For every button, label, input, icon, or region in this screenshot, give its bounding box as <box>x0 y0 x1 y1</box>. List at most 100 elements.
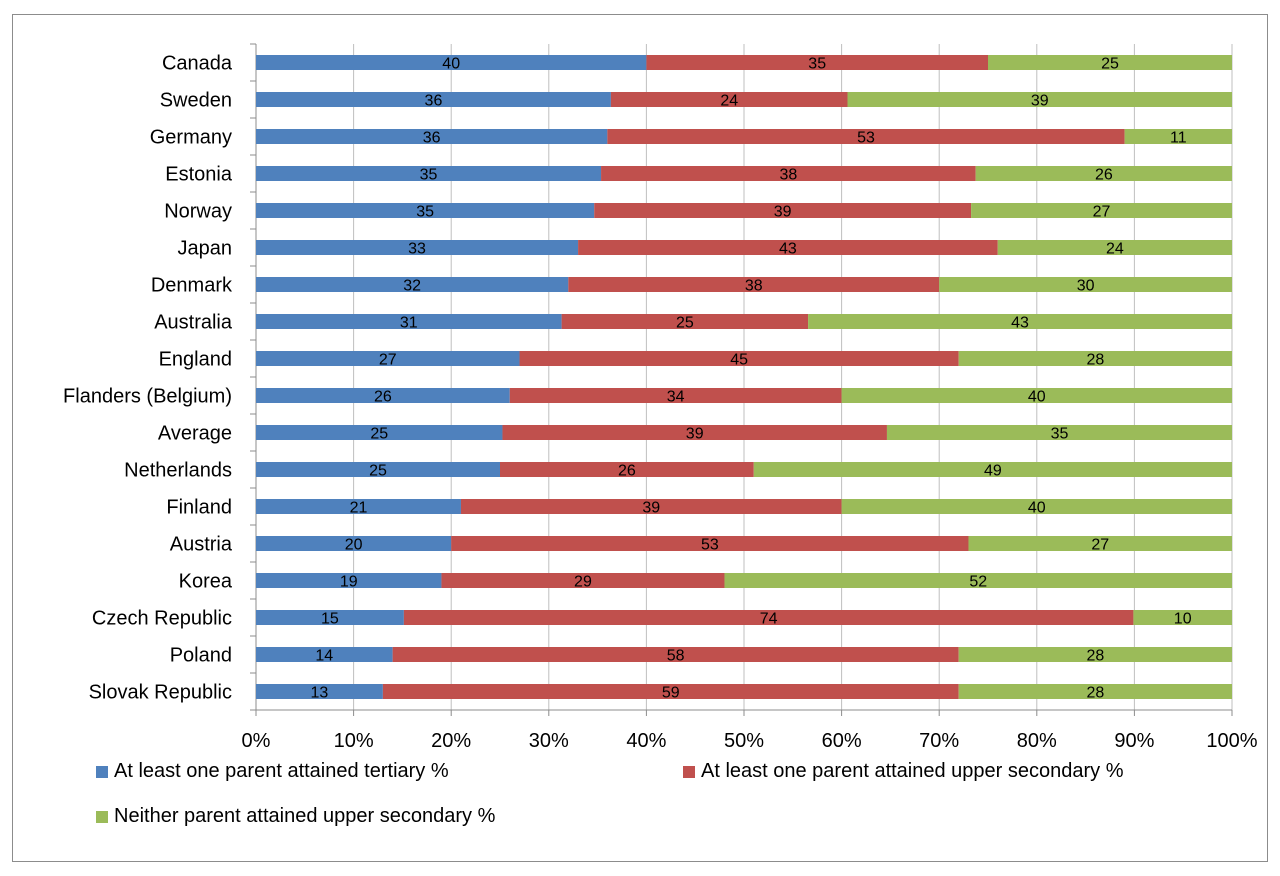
data-label: 43 <box>1011 315 1029 332</box>
bar-segment <box>256 203 595 218</box>
data-label: 36 <box>423 130 441 147</box>
data-label: 13 <box>311 685 329 702</box>
data-label: 25 <box>676 315 694 332</box>
category-label: Czech Republic <box>92 608 232 630</box>
bar-segment <box>460 499 842 514</box>
bar-segment <box>601 166 976 181</box>
data-label: 25 <box>370 426 388 443</box>
category-label: England <box>159 349 232 371</box>
bar-segment <box>847 92 1232 107</box>
data-label: 38 <box>779 167 797 184</box>
x-tick-label: 80% <box>1017 730 1057 752</box>
data-label: 14 <box>315 648 333 665</box>
x-tick-label: 100% <box>1206 730 1257 752</box>
legend-item-upper-secondary: At least one parent attained upper secon… <box>683 760 1124 783</box>
legend-item-tertiary: At least one parent attained tertiary % <box>96 760 449 783</box>
bar-segment <box>403 610 1134 625</box>
bar-segment <box>578 240 998 255</box>
legend-label-neither: Neither parent attained upper secondary … <box>114 805 496 827</box>
data-label: 26 <box>1095 167 1113 184</box>
legend-label-upper-secondary: At least one parent attained upper secon… <box>701 760 1124 782</box>
bar-segment <box>256 92 611 107</box>
bar-segment <box>958 684 1232 699</box>
x-tick-label: 70% <box>919 730 959 752</box>
category-label: Japan <box>178 238 233 260</box>
category-label: Average <box>158 423 232 445</box>
data-label: 39 <box>686 426 704 443</box>
data-label: 20 <box>345 537 363 554</box>
bar-segment <box>519 351 959 366</box>
category-label: Denmark <box>151 275 233 297</box>
bar-segment <box>256 166 602 181</box>
data-label: 10 <box>1174 611 1192 628</box>
data-label: 24 <box>720 93 738 110</box>
bar-segment <box>500 462 754 477</box>
bar-segment <box>382 684 959 699</box>
data-label: 39 <box>1031 93 1049 110</box>
data-label: 35 <box>1051 426 1069 443</box>
bar-segment <box>256 129 608 144</box>
data-label: 53 <box>857 130 875 147</box>
data-label: 24 <box>1106 241 1124 258</box>
bar-segment <box>256 684 383 699</box>
legend-swatch-neither <box>96 810 108 823</box>
bar-segment <box>256 462 500 477</box>
data-label: 31 <box>400 315 418 332</box>
bar-segment <box>724 573 1232 588</box>
data-label: 43 <box>779 241 797 258</box>
category-label: Sweden <box>160 90 232 112</box>
data-label: 40 <box>1028 500 1046 517</box>
category-label: Netherlands <box>124 460 232 482</box>
data-label: 32 <box>403 278 421 295</box>
bar-segment <box>392 647 959 662</box>
bar-segment <box>441 573 725 588</box>
data-label: 49 <box>984 463 1002 480</box>
data-label: 39 <box>642 500 660 517</box>
bar-segment <box>256 240 579 255</box>
category-label: Estonia <box>165 164 233 186</box>
data-label: 26 <box>618 463 636 480</box>
bar-segment <box>256 536 452 551</box>
bar-segment <box>256 610 404 625</box>
category-label: Australia <box>154 312 233 334</box>
bar-segment <box>808 314 1232 329</box>
category-label: Germany <box>150 127 232 149</box>
data-label: 28 <box>1086 685 1104 702</box>
bar-segment <box>256 573 442 588</box>
bar-segment <box>607 129 1125 144</box>
bar-segment <box>1133 610 1232 625</box>
data-label: 27 <box>1091 537 1109 554</box>
category-label: Korea <box>179 571 233 593</box>
bar-segment <box>997 240 1232 255</box>
bar-segment <box>841 499 1232 514</box>
data-label: 19 <box>340 574 358 591</box>
bar-segment <box>975 166 1232 181</box>
bar-segment <box>256 388 510 403</box>
bar-segment <box>886 425 1232 440</box>
x-tick-label: 60% <box>822 730 862 752</box>
data-label: 52 <box>969 574 987 591</box>
data-label: 27 <box>1093 204 1111 221</box>
bar-segment <box>939 277 1232 292</box>
category-label: Poland <box>170 645 232 667</box>
data-label: 35 <box>808 56 826 73</box>
x-tick-label: 0% <box>242 730 271 752</box>
data-label: 36 <box>425 93 443 110</box>
legend-swatch-tertiary <box>96 765 108 778</box>
data-label: 58 <box>667 648 685 665</box>
x-tick-label: 10% <box>334 730 374 752</box>
bar-segment <box>256 351 520 366</box>
data-label: 33 <box>408 241 426 258</box>
data-label: 30 <box>1077 278 1095 295</box>
data-label: 40 <box>442 56 460 73</box>
category-label: Flanders (Belgium) <box>63 386 232 408</box>
category-label: Finland <box>166 497 232 519</box>
legend-label-tertiary: At least one parent attained tertiary % <box>114 760 449 782</box>
bar-segment <box>971 203 1232 218</box>
category-label: Norway <box>164 201 232 223</box>
data-label: 26 <box>374 389 392 406</box>
bar-segment <box>256 425 503 440</box>
x-tick-label: 40% <box>626 730 666 752</box>
x-tick-label: 20% <box>431 730 471 752</box>
